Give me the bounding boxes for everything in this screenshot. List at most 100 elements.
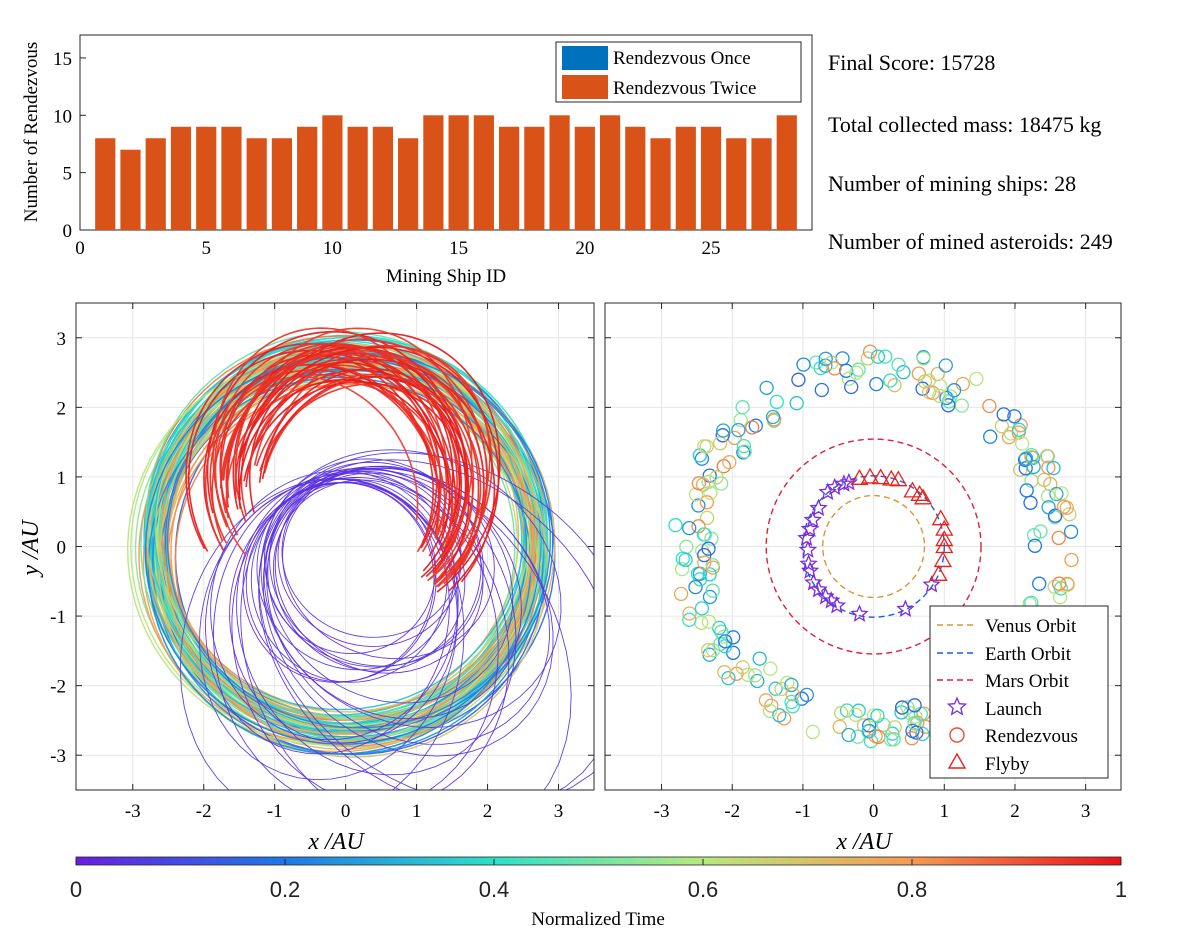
launch-marker xyxy=(850,604,869,622)
orbit-mars-orbit xyxy=(765,438,982,655)
bar-ytick-label: 5 xyxy=(63,164,73,185)
xtick-label: 0 xyxy=(869,801,879,822)
xtick-label: -3 xyxy=(125,801,141,822)
final-score: Final Score: 15728 xyxy=(828,50,996,75)
rendezvous-marker xyxy=(1026,459,1041,475)
rendezvous-marker xyxy=(939,390,954,406)
rendezvous-marker xyxy=(1064,552,1079,568)
flyby-marker xyxy=(931,509,950,526)
rendezvous-marker xyxy=(860,351,875,366)
rendezvous-marker xyxy=(925,385,941,401)
flyby-marker xyxy=(910,485,929,501)
rendezvous-marker xyxy=(1052,576,1067,591)
rendezvous-marker xyxy=(891,357,906,372)
rendezvous-marker xyxy=(883,732,899,747)
rendezvous-marker xyxy=(699,495,715,510)
bar-ship-24 xyxy=(675,126,696,230)
rendezvous-marker xyxy=(765,409,781,425)
bar-ytick-label: 15 xyxy=(53,49,72,70)
rendezvous-marker xyxy=(692,572,708,587)
rendezvous-marker xyxy=(851,703,866,718)
rendezvous-marker xyxy=(905,723,920,739)
rendezvous-marker xyxy=(694,601,710,616)
rendezvous-marker xyxy=(731,422,746,438)
flyby-marker xyxy=(935,537,954,554)
bar-ship-5 xyxy=(196,126,217,230)
trajectory-lines xyxy=(126,327,594,790)
flyby-marker xyxy=(935,519,954,536)
rendezvous-marker xyxy=(1001,430,1017,445)
legend-earth-label: Earth Orbit xyxy=(985,644,1072,665)
rendezvous-marker xyxy=(709,470,724,485)
rendezvous-marker xyxy=(701,474,716,489)
mined-asteroids-count: Number of mined asteroids: 249 xyxy=(828,229,1113,254)
rendezvous-marker xyxy=(768,681,783,696)
rendezvous-marker xyxy=(705,583,720,598)
bar-ship-15 xyxy=(448,115,469,230)
bar-ship-21 xyxy=(599,115,621,230)
bar-ship-7 xyxy=(246,138,267,230)
trajectory-return xyxy=(238,379,451,543)
rendezvous-marker xyxy=(1062,507,1077,522)
rendezvous-marker xyxy=(1059,500,1074,515)
events-content xyxy=(668,344,1079,749)
rendezvous-marker xyxy=(832,719,847,734)
launch-marker xyxy=(809,498,828,517)
rendezvous-marker xyxy=(885,726,900,741)
ytick-label: -3 xyxy=(50,746,66,767)
rendezvous-marker xyxy=(841,727,856,743)
rendezvous-marker xyxy=(887,378,902,393)
trajectory-middle xyxy=(164,351,554,732)
rendezvous-marker xyxy=(946,383,962,398)
rendezvous-marker xyxy=(915,381,930,396)
rendezvous-marker xyxy=(917,374,933,389)
trajectory-launch xyxy=(274,472,484,674)
rendezvous-marker xyxy=(1051,530,1066,546)
rendezvous-marker xyxy=(697,547,712,563)
rendezvous-marker xyxy=(994,419,1010,434)
rendezvous-marker xyxy=(896,365,911,380)
trajectory-plot: -3 -2 -1 0 1 2 3 -3 -2 -1 0 1 2 3 x /AU y /AU xyxy=(18,302,595,855)
rendezvous-markers xyxy=(668,344,1079,749)
bar-ship-28 xyxy=(776,115,797,230)
bar-ship-22 xyxy=(625,126,646,230)
rendezvous-marker xyxy=(682,612,697,627)
rendezvous-marker xyxy=(759,380,774,395)
bar-ship-14 xyxy=(423,115,444,230)
trajectory-return xyxy=(234,327,473,559)
colorbar: 0 0.2 0.4 0.6 0.8 1 Normalized Time xyxy=(70,856,1127,930)
xtick-label: -2 xyxy=(196,801,212,822)
trajectory-launch xyxy=(229,482,459,744)
trajectory-middle xyxy=(167,362,534,721)
rendezvous-marker xyxy=(938,358,953,373)
trajectory-middle xyxy=(166,352,551,729)
flyby-marker xyxy=(933,551,952,568)
bar-legend: Rendezvous Once Rendezvous Twice xyxy=(555,41,802,103)
flyby-marker xyxy=(913,488,933,505)
launch-marker xyxy=(797,528,816,546)
legend-flyby-label: Flyby xyxy=(985,754,1030,775)
legend-launch-star xyxy=(946,696,968,716)
rendezvous-marker xyxy=(758,693,774,708)
rendezvous-marker xyxy=(716,423,731,438)
rendezvous-marker xyxy=(1054,486,1069,501)
colorbar-ticks: 0 0.2 0.4 0.6 0.8 1 xyxy=(70,859,1127,902)
trajectory-return xyxy=(219,354,434,544)
bar-ship-27 xyxy=(751,138,772,230)
trajectory-ticks: -3 -2 -1 0 1 2 3 -3 -2 -1 0 1 2 3 xyxy=(50,303,594,822)
rendezvous-marker xyxy=(862,344,878,359)
trajectory-launch xyxy=(231,477,510,790)
rendezvous-marker xyxy=(916,351,931,366)
rendezvous-marker xyxy=(827,361,842,376)
trajectory-return xyxy=(212,327,449,539)
launch-marker xyxy=(818,482,837,501)
bar-series xyxy=(95,115,797,230)
rendezvous-marker xyxy=(1046,460,1061,476)
bar-ship-1 xyxy=(95,138,116,230)
rendezvous-marker xyxy=(814,382,829,398)
rendezvous-marker xyxy=(983,429,998,444)
ytick-label: 1 xyxy=(57,468,67,489)
events-xlabel: x /AU xyxy=(835,829,893,855)
rendezvous-marker xyxy=(1039,449,1055,464)
bar-ship-18 xyxy=(524,126,545,230)
